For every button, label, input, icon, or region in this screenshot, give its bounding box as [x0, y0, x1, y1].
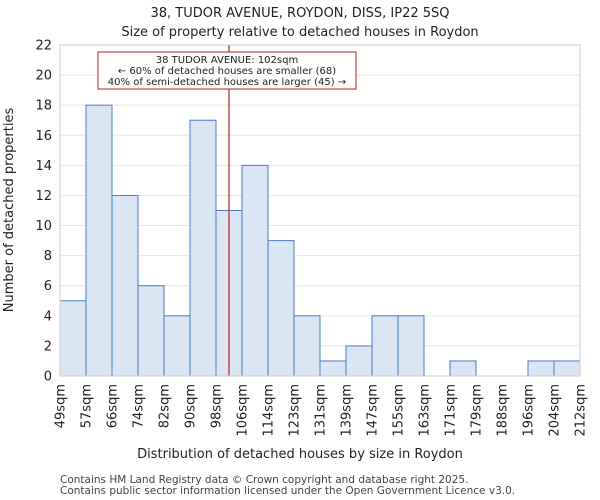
annotation-line-3: 40% of semi-detached houses are larger (…: [108, 77, 346, 88]
bar-66sqm: [111, 194, 139, 377]
footer-line-2: Contains public sector information licen…: [60, 485, 515, 497]
x-tick-label: 139sqm: [340, 384, 355, 437]
x-tick-label: 106sqm: [236, 384, 251, 437]
x-tick-label: 188sqm: [496, 384, 511, 437]
bars-group: [59, 104, 581, 377]
y-axis-label: Number of detached properties: [2, 108, 17, 313]
x-tick-label: 90sqm: [184, 384, 199, 428]
x-tick-label: 179sqm: [470, 384, 485, 437]
bar-139sqm: [345, 345, 373, 377]
bar-106sqm: [241, 164, 269, 377]
bar-57sqm: [85, 104, 113, 377]
annotation-box: 38 TUDOR AVENUE: 102sqm ← 60% of detache…: [97, 51, 357, 90]
y-axis-ticks: 0 2 4 6 8 10 12 14 16 18 20 22: [35, 39, 52, 385]
bar-90sqm: [189, 119, 217, 377]
bar-131sqm: [319, 360, 347, 377]
y-tick-label: 18: [35, 99, 52, 114]
y-tick-label: 20: [35, 69, 52, 84]
x-tick-label: 49sqm: [54, 384, 69, 428]
x-axis-ticks: 49sqm 57sqm 66sqm 74sqm 82sqm 90sqm 98sqm 106sq…: [54, 384, 589, 437]
x-axis-label: Distribution of detached houses by size …: [137, 447, 463, 462]
x-tick-label: 114sqm: [262, 384, 277, 437]
bar-114sqm: [267, 240, 295, 377]
bar-82sqm: [163, 315, 191, 377]
chart-title: 38, TUDOR AVENUE, ROYDON, DISS, IP22 5SQ: [151, 6, 450, 21]
y-tick-label: 2: [44, 339, 52, 354]
x-tick-label: 171sqm: [444, 384, 459, 437]
bar-49sqm: [59, 300, 87, 377]
bar-204sqm: [553, 360, 581, 377]
y-tick-label: 12: [35, 189, 52, 204]
x-tick-label: 57sqm: [80, 384, 95, 428]
bar-196sqm: [527, 360, 555, 377]
x-tick-label: 123sqm: [288, 384, 303, 437]
y-tick-label: 10: [35, 219, 52, 234]
y-tick-label: 16: [35, 129, 52, 144]
y-tick-label: 14: [35, 159, 52, 174]
annotation-border: [97, 51, 357, 90]
x-tick-label: 131sqm: [314, 384, 329, 437]
x-tick-label: 204sqm: [548, 384, 563, 437]
y-tick-label: 0: [44, 370, 52, 385]
annotation-line-2: ← 60% of detached houses are smaller (68…: [118, 66, 336, 77]
bar-123sqm: [293, 315, 321, 377]
bar-74sqm: [137, 285, 165, 377]
bar-155sqm: [397, 315, 425, 377]
y-tick-label: 8: [44, 249, 52, 264]
annotation-line-1: 38 TUDOR AVENUE: 102sqm: [156, 55, 298, 66]
footer-line-1: Contains HM Land Registry data © Crown c…: [60, 474, 468, 486]
y-tick-label: 22: [35, 39, 52, 54]
x-tick-label: 82sqm: [158, 384, 173, 428]
x-tick-label: 147sqm: [366, 384, 381, 437]
y-tick-label: 6: [44, 279, 52, 294]
bar-147sqm: [371, 315, 399, 377]
x-tick-label: 66sqm: [106, 384, 121, 428]
x-tick-label: 163sqm: [418, 384, 433, 437]
x-tick-label: 212sqm: [574, 384, 589, 437]
x-tick-label: 98sqm: [210, 384, 225, 428]
bar-171sqm: [449, 360, 477, 377]
x-tick-label: 74sqm: [132, 384, 147, 428]
x-tick-label: 155sqm: [392, 384, 407, 437]
chart-subtitle: Size of property relative to detached ho…: [121, 25, 478, 40]
y-tick-label: 4: [44, 309, 52, 324]
plot-frame: [59, 44, 581, 377]
x-tick-label: 196sqm: [522, 384, 537, 437]
